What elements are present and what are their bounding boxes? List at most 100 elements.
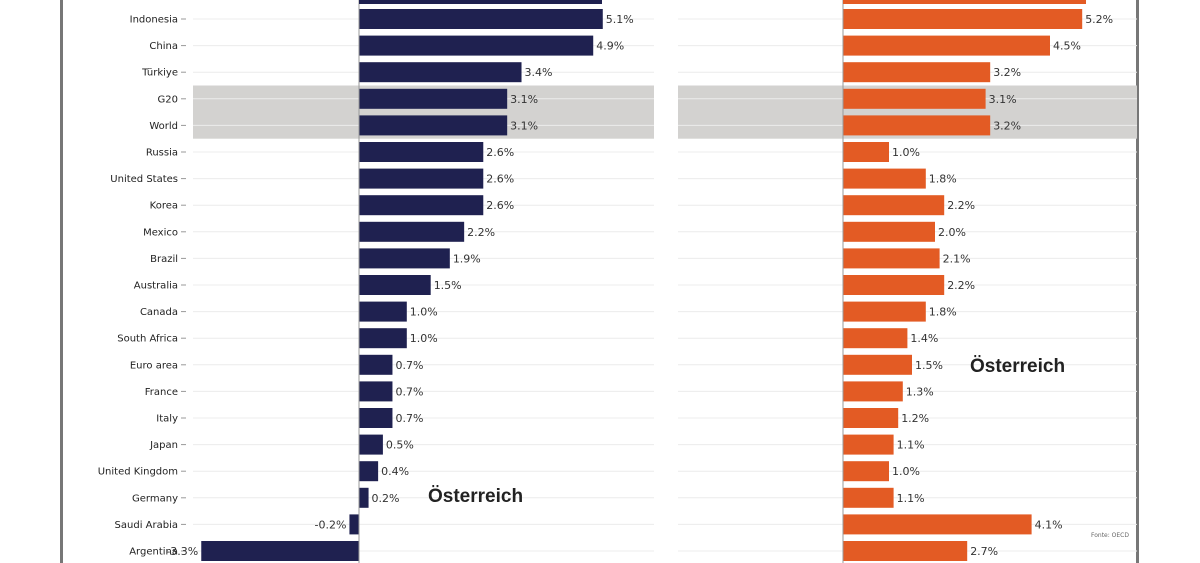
value-label-2025-japan: 1.1% xyxy=(897,439,925,452)
value-label-2024-canada: 1.0% xyxy=(410,306,438,319)
value-label-2024-united-states: 2.6% xyxy=(486,173,514,186)
category-label-south-africa: South Africa xyxy=(117,334,178,345)
bar-2025-turkiye xyxy=(843,62,991,83)
category-label-g20: G20 xyxy=(158,94,178,105)
category-label-japan: Japan xyxy=(149,440,178,451)
value-label-2024-china: 4.9% xyxy=(596,40,624,53)
bar-2025-japan xyxy=(843,434,894,455)
value-label-2024-mexico: 2.2% xyxy=(467,226,495,239)
category-label-turkiye: Türkiye xyxy=(141,68,178,79)
value-label-2024-euro-area: 0.7% xyxy=(395,359,423,372)
bar-2025-south-africa xyxy=(843,328,908,349)
bar-2024-russia xyxy=(359,142,484,162)
bar-2025-russia xyxy=(843,142,889,162)
bar-2025-euro-area xyxy=(843,354,912,375)
value-label-2025-germany: 1.1% xyxy=(897,492,925,505)
bar-2025-china xyxy=(843,35,1050,56)
frame-right-border xyxy=(1136,0,1139,563)
value-label-2025-united-kingdom: 1.0% xyxy=(892,465,920,478)
bar-2024-australia xyxy=(359,275,431,295)
value-label-2025-south-africa: 1.4% xyxy=(910,332,938,345)
bar-2025-argentina xyxy=(843,541,968,561)
bar-2024-mexico xyxy=(359,221,465,242)
bar-2025-saudi-arabia xyxy=(843,514,1032,535)
category-label-brazil: Brazil xyxy=(150,254,178,265)
value-label-2025-france: 1.3% xyxy=(906,385,934,398)
bar-2024-argentina xyxy=(201,541,359,561)
bar-2024-indonesia xyxy=(359,9,603,29)
category-label-russia: Russia xyxy=(146,148,178,159)
value-label-2025-brazil: 2.1% xyxy=(943,252,971,265)
bar-2025-germany xyxy=(843,487,894,508)
bar-2025-cut-top xyxy=(843,0,1086,4)
value-label-2025-saudi-arabia: 4.1% xyxy=(1035,518,1063,531)
category-label-euro-area: Euro area xyxy=(130,360,178,371)
category-label-canada: Canada xyxy=(140,307,178,318)
value-label-2024-saudi-arabia: -0.2% xyxy=(315,518,347,531)
value-label-2024-turkiye: 3.4% xyxy=(525,66,553,79)
category-label-mexico: Mexico xyxy=(143,227,178,238)
value-label-2025-italy: 1.2% xyxy=(901,412,929,425)
bar-2025-united-states xyxy=(843,168,926,189)
value-label-2025-russia: 1.0% xyxy=(892,146,920,159)
bar-2024-canada xyxy=(359,301,407,322)
category-label-argentina: Argentina xyxy=(129,547,178,558)
value-label-2024-indonesia: 5.1% xyxy=(606,13,634,26)
frame-left-border xyxy=(60,0,63,563)
bar-2024-united-states xyxy=(359,168,484,189)
value-label-2024-russia: 2.6% xyxy=(486,146,514,159)
bar-2025-australia xyxy=(843,275,945,295)
bar-2025-indonesia xyxy=(843,9,1083,29)
value-label-2024-australia: 1.5% xyxy=(434,279,462,292)
category-label-france: France xyxy=(145,387,178,398)
bar-2024-turkiye xyxy=(359,62,522,83)
value-label-2025-australia: 2.2% xyxy=(947,279,975,292)
bar-2024-germany xyxy=(359,487,369,508)
bar-2024-united-kingdom xyxy=(359,461,379,482)
value-label-2024-korea: 2.6% xyxy=(486,199,514,212)
value-label-2025-turkiye: 3.2% xyxy=(993,66,1021,79)
value-label-2024-italy: 0.7% xyxy=(395,412,423,425)
value-label-2024-world: 3.1% xyxy=(510,119,538,132)
bar-2025-france xyxy=(843,381,903,402)
bar-2024-euro-area xyxy=(359,354,393,375)
bar-2024-italy xyxy=(359,408,393,428)
bar-2025-world xyxy=(843,115,991,136)
annotation-osterreich-2024: Österreich xyxy=(428,486,523,507)
bar-2025-mexico xyxy=(843,221,935,242)
bar-2024-south-africa xyxy=(359,328,407,349)
category-label-germany: Germany xyxy=(132,493,178,504)
source-note: Fonte: OECD xyxy=(1091,532,1129,539)
bar-2024-france xyxy=(359,381,393,402)
value-label-2025-world: 3.2% xyxy=(993,119,1021,132)
category-label-italy: Italy xyxy=(156,414,178,425)
bar-2024-cut-top xyxy=(359,0,602,4)
value-label-2025-argentina: 2.7% xyxy=(970,545,998,558)
bar-2025-united-kingdom xyxy=(843,461,889,482)
category-label-korea: Korea xyxy=(150,201,178,212)
category-label-saudi-arabia: Saudi Arabia xyxy=(115,520,178,531)
category-label-united-kingdom: United Kingdom xyxy=(98,467,178,478)
annotation-osterreich-2025: Österreich xyxy=(970,356,1065,377)
bar-2025-italy xyxy=(843,408,899,428)
bar-2024-g20 xyxy=(359,88,508,109)
value-label-2024-brazil: 1.9% xyxy=(453,252,481,265)
bar-2025-g20 xyxy=(843,88,986,109)
category-label-united-states: United States xyxy=(110,174,178,185)
bar-2024-brazil xyxy=(359,248,450,269)
value-label-2025-g20: 3.1% xyxy=(989,93,1017,106)
category-label-indonesia: Indonesia xyxy=(130,15,178,26)
bar-2024-china xyxy=(359,35,594,56)
value-label-2025-indonesia: 5.2% xyxy=(1085,13,1113,26)
value-label-2025-canada: 1.8% xyxy=(929,306,957,319)
value-label-2024-united-kingdom: 0.4% xyxy=(381,465,409,478)
bar-2024-saudi-arabia xyxy=(349,514,359,535)
category-label-china: China xyxy=(149,41,178,52)
value-label-2025-china: 4.5% xyxy=(1053,40,1081,53)
value-label-2025-korea: 2.2% xyxy=(947,199,975,212)
value-label-2024-argentina: -3.3% xyxy=(166,545,198,558)
value-label-2024-g20: 3.1% xyxy=(510,93,538,106)
value-label-2025-mexico: 2.0% xyxy=(938,226,966,239)
value-label-2025-united-states: 1.8% xyxy=(929,173,957,186)
bar-2025-canada xyxy=(843,301,926,322)
